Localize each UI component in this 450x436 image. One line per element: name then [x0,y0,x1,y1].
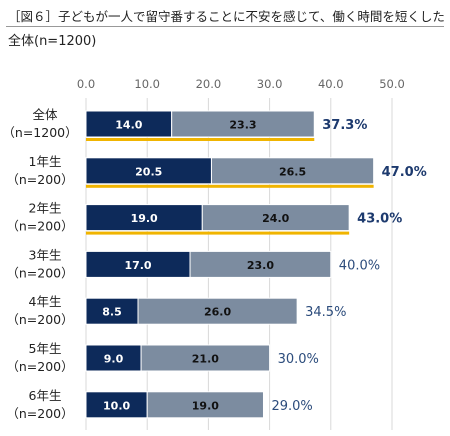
category-label: 2年生 [29,201,62,216]
data-label-series-2: 21.0 [192,353,219,366]
category-sublabel: （n=200） [6,312,73,327]
data-label-series-1: 19.0 [131,212,158,225]
bar-series-2 [171,110,315,138]
bar-series-2 [137,297,298,325]
category-sublabel: （n=200） [6,265,73,280]
category-labels: 全体 （n=1200） 1年生 （n=200） 2年生 （n=200） 3年生 （n=200）… [2,107,77,421]
bar-series-2 [146,391,264,419]
title-rule [6,26,444,27]
data-label-series-2: 19.0 [192,399,219,412]
category-label: 1年生 [29,154,62,169]
highlight-underline [86,184,374,188]
bar-series-1 [85,110,173,138]
data-label-series-2: 23.3 [229,119,256,132]
total-label: 47.0% [382,165,427,180]
x-tick-label: 10.0 [134,77,160,91]
highlight-underline [86,138,315,141]
bar-series-2 [201,204,350,232]
total-label: 29.0% [271,399,312,414]
data-label-series-2: 23.0 [247,259,274,272]
chart-subtitle: 全体(n=1200) [8,34,97,49]
chart-title: ［図６］子どもが一人で留守番することに不安を感じて、働く時間を短くした [8,9,445,24]
bar-series-2 [140,344,271,372]
data-label-series-1: 9.0 [104,353,124,366]
category-sublabel: （n=200） [6,172,73,187]
highlight-underline [86,231,350,235]
data-label-series-2: 24.0 [262,212,289,225]
category-label: 5年生 [29,341,62,356]
category-sublabel: （n=200） [6,359,73,374]
data-label-series-2: 26.5 [279,165,306,178]
x-tick-label: 50.0 [379,77,405,91]
data-label-series-1: 17.0 [124,259,151,272]
category-sublabel: （n=200） [6,406,73,421]
category-label: 6年生 [29,388,62,403]
total-label: 37.3% [322,118,367,133]
total-label: 43.0% [357,212,402,227]
total-label: 34.5% [305,305,346,320]
category-sublabel: （n=1200） [2,125,77,140]
bar-series-1 [85,297,139,325]
data-label-series-1: 10.0 [103,399,130,412]
bar-series-1 [85,391,148,419]
data-label-series-1: 8.5 [102,306,122,319]
category-label: 全体 [32,107,58,122]
x-tick-label: 40.0 [318,77,344,91]
x-tick-label: 20.0 [196,77,222,91]
total-label: 40.0% [339,258,380,273]
total-label: 30.0% [278,352,319,367]
x-axis-ticks: 0.0 10.0 20.0 30.0 40.0 50.0 [77,77,405,91]
bar-series-1 [85,250,191,278]
x-tick-label: 30.0 [257,77,283,91]
bar-series-2 [189,250,332,278]
bar-series-2 [210,157,375,185]
data-label-series-1: 14.0 [115,119,142,132]
bars-layer: 14.0 23.3 37.3% 20.5 26.5 47.0% 19.0 24.0 43.0% 1… [85,110,427,419]
category-sublabel: （n=200） [6,219,73,234]
data-label-series-2: 26.0 [204,306,231,319]
x-tick-label: 0.0 [77,77,95,91]
data-label-series-1: 20.5 [135,165,162,178]
bar-series-1 [85,344,142,372]
category-label: 4年生 [29,294,62,309]
category-label: 3年生 [29,247,62,262]
